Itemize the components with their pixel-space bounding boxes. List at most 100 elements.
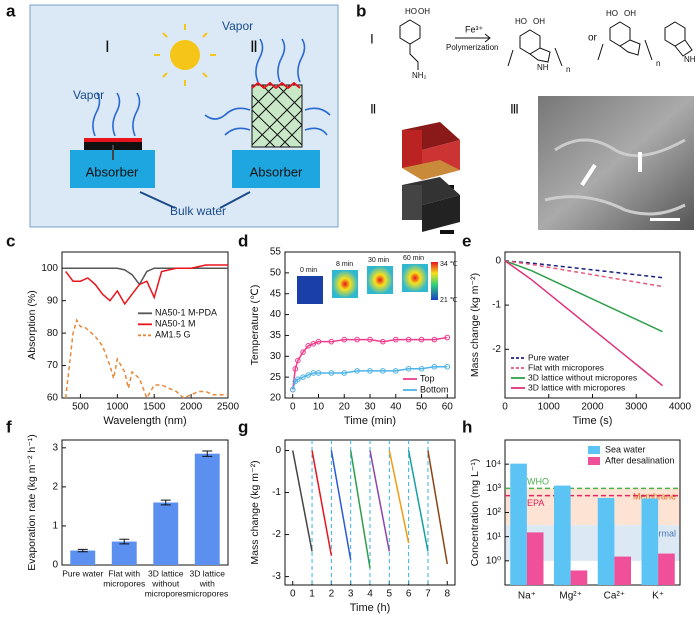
series-line: [504, 260, 663, 333]
legend-swatch: [588, 457, 600, 465]
y-tick-label: 3: [52, 442, 58, 453]
x-tick-label: 4000: [669, 402, 692, 413]
plot-frame: [61, 251, 229, 399]
legend-label: Sea water: [605, 444, 646, 454]
series-line: [291, 450, 313, 552]
panel-label: d: [238, 231, 248, 250]
bar: [153, 502, 179, 565]
point: [444, 334, 451, 341]
panel-label: b: [356, 1, 366, 20]
x-tick-label: 8: [444, 589, 450, 600]
point: [418, 336, 425, 343]
inset-label: 0 min: [300, 267, 317, 274]
group-label: NH: [537, 63, 549, 72]
x-tick-label: 2000: [180, 402, 203, 413]
x-tick-label: Na⁺: [518, 591, 536, 602]
reagent: Fe³⁺: [465, 24, 484, 34]
legend-label: After desalination: [605, 455, 675, 465]
inset-label: 30 min: [368, 257, 389, 264]
inset-label: 34 ℃: [440, 261, 458, 268]
x-tick-label: Pure water: [62, 568, 103, 578]
point: [392, 336, 399, 343]
point: [444, 363, 451, 370]
water-container: [232, 150, 320, 188]
arrow: [139, 191, 251, 209]
point: [305, 343, 311, 349]
y-tick-label: 80: [47, 328, 59, 339]
x-tick-label: Ca²⁺: [604, 591, 625, 602]
y-tick-label: 55: [270, 247, 282, 258]
x-tick-label: 6: [406, 589, 412, 600]
series-line: [504, 260, 663, 387]
x-tick-label: with: [199, 578, 215, 588]
inset-label: 8 min: [336, 261, 353, 268]
y-axis-label: Concentration (mg L⁻¹): [469, 459, 481, 567]
reaction: Polymerization: [446, 43, 498, 52]
panel-label: a: [6, 1, 16, 20]
point: [380, 368, 386, 374]
point: [305, 372, 311, 378]
bar: [658, 553, 675, 585]
x-tick-label: micropores: [103, 578, 145, 588]
point: [310, 370, 317, 376]
series-line: [65, 264, 228, 306]
x-tick-label: 50: [416, 402, 428, 413]
series-line: [311, 450, 333, 556]
point: [367, 368, 373, 374]
legend-label: NA50-1 M-PDA: [155, 308, 217, 318]
group-label: HO: [405, 7, 417, 16]
series-line: [388, 450, 410, 544]
x-tick-label: without: [151, 578, 180, 588]
lattice-black: [402, 177, 460, 232]
x-tick-label: Mg²⁺: [559, 591, 582, 602]
sem-texture: [544, 138, 686, 216]
x-tick-label: 3: [348, 589, 354, 600]
x-tick-label: 0: [502, 402, 508, 413]
series-line: [504, 260, 663, 288]
reference-label: EPA: [527, 498, 544, 508]
x-axis-label: Wavelength (nm): [103, 415, 186, 427]
y-tick-label: 10¹: [487, 531, 502, 542]
point: [300, 374, 306, 380]
legend-label: Pure water: [528, 352, 569, 362]
series-line: [291, 336, 448, 390]
legend-label: AM1.5 G: [155, 330, 191, 340]
x-tick-label: 60: [442, 402, 454, 413]
y-tick-label: 10⁴: [486, 459, 501, 470]
numeral: Ⅲ: [510, 101, 519, 116]
x-tick-label: 1500: [143, 402, 166, 413]
point: [431, 336, 438, 343]
y-tick-label: 2: [52, 482, 58, 493]
x-tick-label: 1000: [106, 402, 129, 413]
x-tick-label: 2: [329, 589, 335, 600]
y-tick-label: 100: [41, 263, 58, 274]
legend-label: NA50-1 M: [155, 319, 196, 329]
series-line: [330, 450, 352, 560]
y-tick-label: 1: [52, 521, 58, 532]
x-tick-label: micropores: [186, 588, 228, 598]
bar: [194, 453, 220, 565]
series-line: [369, 450, 391, 552]
x-axis-label: Time (h): [350, 602, 391, 614]
point: [289, 386, 296, 393]
group-label: HO: [606, 9, 618, 18]
legend-label: 3D lattice with micropores: [528, 382, 625, 392]
x-tick-label: 3D lattice: [190, 568, 226, 578]
vapor-label: Vapor: [222, 19, 253, 33]
y-tick-label: 30: [270, 351, 282, 362]
band-label: Thermal: [643, 529, 676, 539]
bar: [510, 463, 527, 585]
y-tick-label: 20: [270, 393, 282, 404]
y-tick-label: -3: [272, 571, 281, 582]
bar: [641, 498, 659, 585]
point: [405, 366, 412, 372]
panel-label: h: [462, 417, 472, 436]
x-tick-label: 20: [339, 402, 351, 413]
x-tick-label: 3D lattice: [148, 568, 184, 578]
y-axis-label: Mass change (kg m⁻²): [469, 273, 481, 377]
y-tick-label: 25: [270, 372, 282, 383]
x-tick-label: 3000: [625, 402, 648, 413]
group-label: NH₂: [412, 71, 427, 80]
point: [292, 366, 299, 372]
numeral: Ⅱ: [250, 39, 258, 56]
